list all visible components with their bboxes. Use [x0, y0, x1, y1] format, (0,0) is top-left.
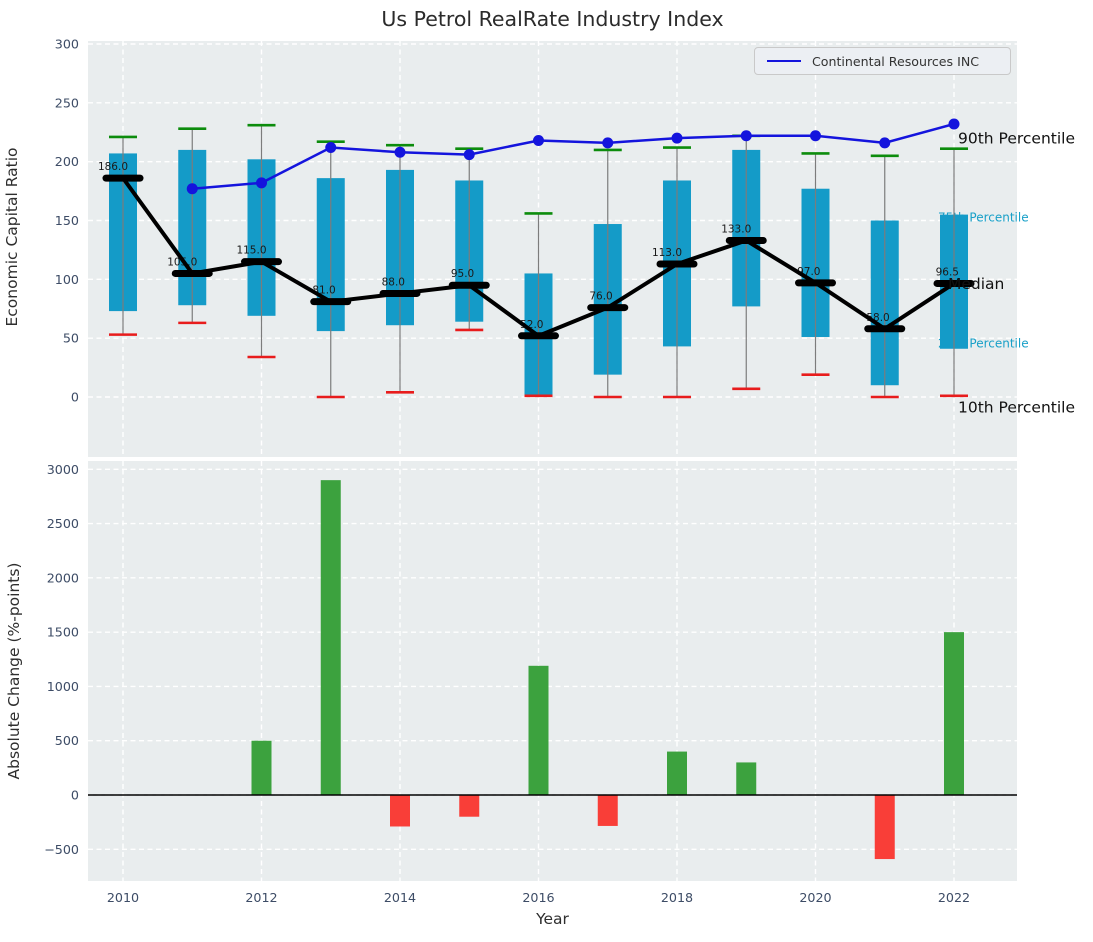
change-bar-positive — [667, 751, 687, 795]
company-marker — [463, 149, 475, 161]
x-tick-label: 2012 — [245, 890, 277, 905]
x-tick-label: 2022 — [938, 890, 970, 905]
top-y-tick-label: 0 — [71, 390, 79, 405]
median-value-label: 96.5 — [936, 266, 959, 278]
median-value-label: 95.0 — [451, 268, 474, 280]
bottom-y-tick-label: 1000 — [47, 679, 79, 694]
top-y-tick-label: 100 — [55, 272, 79, 287]
company-line — [192, 122, 955, 190]
chart-title: Us Petrol RealRate Industry Index — [381, 7, 724, 31]
median-value-label: 115.0 — [236, 245, 266, 257]
top-y-tick-label: 200 — [55, 154, 79, 169]
percentile-annotation-major: 10th Percentile — [958, 399, 1075, 417]
change-bar-positive — [251, 740, 272, 795]
bottom-plot-background — [88, 461, 1017, 881]
bottom-y-tick-label: 500 — [55, 733, 79, 748]
bottom-y-tick-label: 2500 — [47, 516, 79, 531]
x-tick-label: 2014 — [384, 890, 416, 905]
top-y-tick-label: 300 — [55, 36, 79, 51]
median-value-label: 133.0 — [721, 223, 751, 235]
company-marker — [948, 118, 960, 130]
bottom-y-tick-label: 1500 — [47, 625, 79, 640]
change-bar-negative — [459, 795, 480, 817]
bottom-y-tick-label: 3000 — [47, 462, 79, 477]
change-bar-positive — [528, 665, 549, 795]
change-bar-positive — [944, 632, 964, 795]
company-marker — [256, 177, 267, 189]
company-marker — [186, 183, 198, 195]
x-tick-label: 2010 — [107, 890, 139, 905]
percentile-annotation-major: 90th Percentile — [958, 130, 1075, 148]
change-bar-negative — [390, 795, 410, 827]
change-bar-positive — [736, 762, 757, 795]
bottom-y-tick-label: 0 — [71, 788, 79, 803]
percentile-annotation-major: Median — [948, 275, 1004, 293]
top-y-tick-label: 150 — [55, 213, 79, 228]
x-tick-label: 2016 — [522, 890, 554, 905]
x-tick-label: 2018 — [661, 890, 693, 905]
company-marker — [740, 130, 752, 142]
company-marker — [810, 130, 821, 142]
median-value-label: 186.0 — [98, 161, 128, 173]
change-bar-positive — [320, 480, 341, 795]
x-axis-label: Year — [536, 910, 569, 928]
x-tick-label: 2020 — [799, 890, 831, 905]
bottom-y-tick-label: 2000 — [47, 570, 79, 585]
company-marker — [879, 137, 891, 149]
company-marker — [671, 132, 683, 144]
company-marker — [602, 137, 614, 149]
median-value-label: 88.0 — [382, 276, 405, 288]
legend: Continental Resources INC — [754, 47, 1011, 75]
median-value-label: 113.0 — [652, 247, 682, 259]
change-bar-negative — [874, 795, 895, 860]
company-marker — [533, 134, 544, 146]
company-marker — [394, 146, 406, 158]
bottom-y-tick-label: −500 — [44, 842, 79, 857]
change-bar-negative — [597, 795, 618, 826]
median-value-label: 76.0 — [589, 291, 612, 303]
company-marker — [325, 142, 337, 154]
top-y-tick-label: 50 — [63, 331, 79, 346]
legend-label: Continental Resources INC — [812, 53, 980, 69]
legend-line-sample — [767, 59, 801, 63]
top-y-tick-label: 250 — [55, 95, 79, 110]
